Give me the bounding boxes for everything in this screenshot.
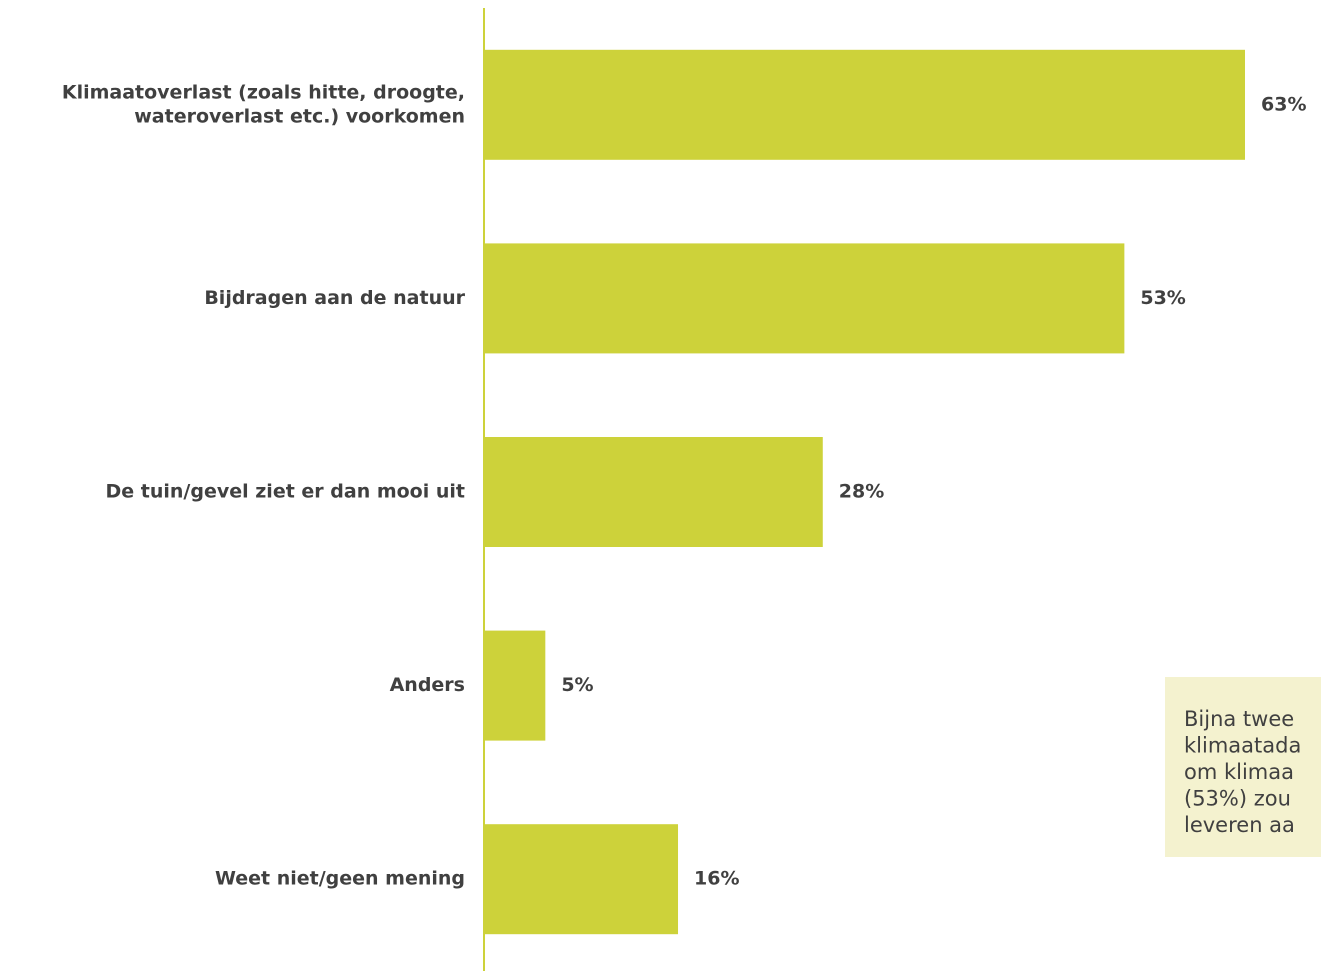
category-label: Anders [390, 674, 465, 696]
category-label: De tuin/gevel ziet er dan mooi uit [106, 481, 466, 503]
category-label: Bijdragen aan de natuur [204, 287, 465, 309]
annotation-text: leveren aa [1184, 813, 1295, 837]
value-label: 53% [1140, 287, 1185, 309]
value-label: 5% [561, 674, 593, 696]
annotation-text: klimaatada [1184, 734, 1301, 758]
annotation-text: (53%) zou [1184, 787, 1291, 811]
annotation-box [1165, 677, 1321, 857]
annotation-text: om klimaa [1184, 760, 1294, 784]
bar [485, 824, 679, 935]
value-label: 16% [694, 868, 739, 890]
value-label: 28% [839, 481, 884, 503]
bar [485, 437, 823, 547]
bar [485, 49, 1245, 160]
annotation-text: Bijna twee [1184, 707, 1294, 731]
category-label: Weet niet/geen mening [215, 868, 465, 890]
bar [485, 243, 1125, 354]
bar [485, 630, 546, 741]
category-label: Klimaatoverlast (zoals hitte, droogte, [62, 81, 465, 103]
category-label: wateroverlast etc.) voorkomen [134, 105, 465, 127]
value-label: 63% [1261, 93, 1306, 115]
